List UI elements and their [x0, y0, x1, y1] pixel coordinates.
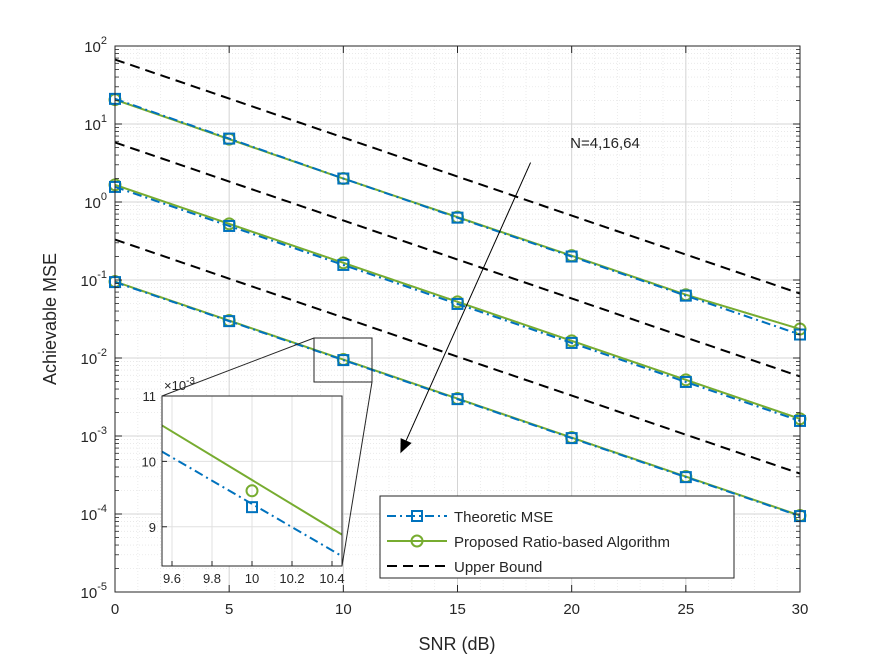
square-marker	[679, 375, 692, 388]
y-tick-label: 10-1	[81, 269, 107, 290]
square-marker	[565, 336, 578, 349]
legend-label: Theoretic MSE	[454, 509, 553, 526]
legend-item-theoretic: Theoretic MSE	[387, 509, 553, 526]
series-line	[114, 238, 801, 475]
inset-square-marker	[246, 501, 258, 514]
curves	[108, 58, 807, 523]
y-tick-label: 10-2	[81, 347, 107, 368]
x-tick-label: 20	[563, 601, 580, 618]
inset-series-line	[161, 424, 343, 536]
y-tick-label: 10-5	[81, 581, 107, 602]
square-marker	[337, 258, 350, 271]
series-line	[114, 281, 801, 518]
y-tick-label: 10-3	[81, 425, 107, 446]
legend-label: Proposed Ratio-based Algorithm	[454, 534, 670, 551]
inset-x-tick-label: 9.8	[203, 571, 221, 586]
x-tick-label: 25	[677, 601, 694, 618]
y-tick-label: 100	[84, 191, 107, 212]
circle-marker-icon	[410, 534, 424, 548]
ticks	[114, 45, 801, 593]
x-axis-label: SNR (dB)	[418, 634, 495, 654]
inset-circle-marker	[245, 484, 259, 498]
x-tick-label: 15	[449, 601, 466, 618]
legend: Theoretic MSE Proposed Ratio-based Algor…	[379, 495, 735, 579]
legend-box	[379, 495, 735, 579]
annotation-label: N=4,16,64	[570, 135, 640, 152]
series-line	[114, 97, 801, 336]
series-line	[114, 183, 801, 420]
series-line	[114, 141, 801, 378]
square-marker	[337, 354, 350, 367]
inset-exponent-label: ×10-3	[164, 376, 195, 393]
legend-item-upper-bound: Upper Bound	[387, 559, 542, 576]
annotation-arrowhead	[400, 438, 412, 454]
series-line	[114, 185, 801, 422]
square-marker	[223, 132, 236, 145]
inset-y-tick-label: 9	[149, 520, 156, 535]
inset-x-tick-label: 10.2	[279, 571, 304, 586]
annotation-arrow-line	[405, 162, 532, 441]
square-marker	[451, 297, 464, 310]
square-marker	[223, 219, 236, 232]
square-marker-icon	[411, 510, 423, 522]
inset-x-tick-label: 10	[245, 571, 259, 586]
square-marker	[223, 315, 236, 328]
x-tick-label: 0	[111, 601, 119, 618]
x-tick-label: 30	[792, 601, 809, 618]
inset-y-tick-label: 10	[142, 454, 156, 469]
legend-item-proposed: Proposed Ratio-based Algorithm	[387, 534, 670, 551]
inset-curves	[161, 424, 343, 558]
inset-ticks: 9.6 9.8 10 10.2 10.4 9 10 11	[142, 389, 345, 586]
y-tick-label: 10-4	[81, 503, 107, 524]
series-line	[114, 58, 801, 295]
y-tick-label: 101	[84, 113, 107, 134]
legend-label: Upper Bound	[454, 559, 542, 576]
x-tick-label: 10	[335, 601, 352, 618]
square-marker	[565, 250, 578, 263]
square-marker	[679, 289, 692, 302]
zoom-region-box	[161, 337, 373, 567]
tick-labels: 10-5 10-4 10-3 10-2 10-1 100 101 102 0 5 10 15 20 25 3…	[81, 35, 809, 618]
y-tick-label: 102	[84, 35, 107, 56]
square-marker	[451, 393, 464, 406]
annotation: N=4,16,64	[400, 135, 640, 454]
square-marker	[679, 471, 692, 484]
square-marker	[451, 211, 464, 224]
inset-series-line	[161, 450, 343, 558]
y-axis-label: Achievable MSE	[40, 253, 60, 385]
square-marker	[565, 432, 578, 445]
inset-chart: 9.6 9.8 10 10.2 10.4 9 10 11 ×10-3	[142, 376, 345, 586]
square-marker	[337, 172, 350, 185]
inset-x-tick-label: 10.4	[319, 571, 344, 586]
inset-y-tick-label: 11	[143, 389, 157, 404]
inset-x-tick-label: 9.6	[163, 571, 181, 586]
x-tick-label: 5	[225, 601, 233, 618]
